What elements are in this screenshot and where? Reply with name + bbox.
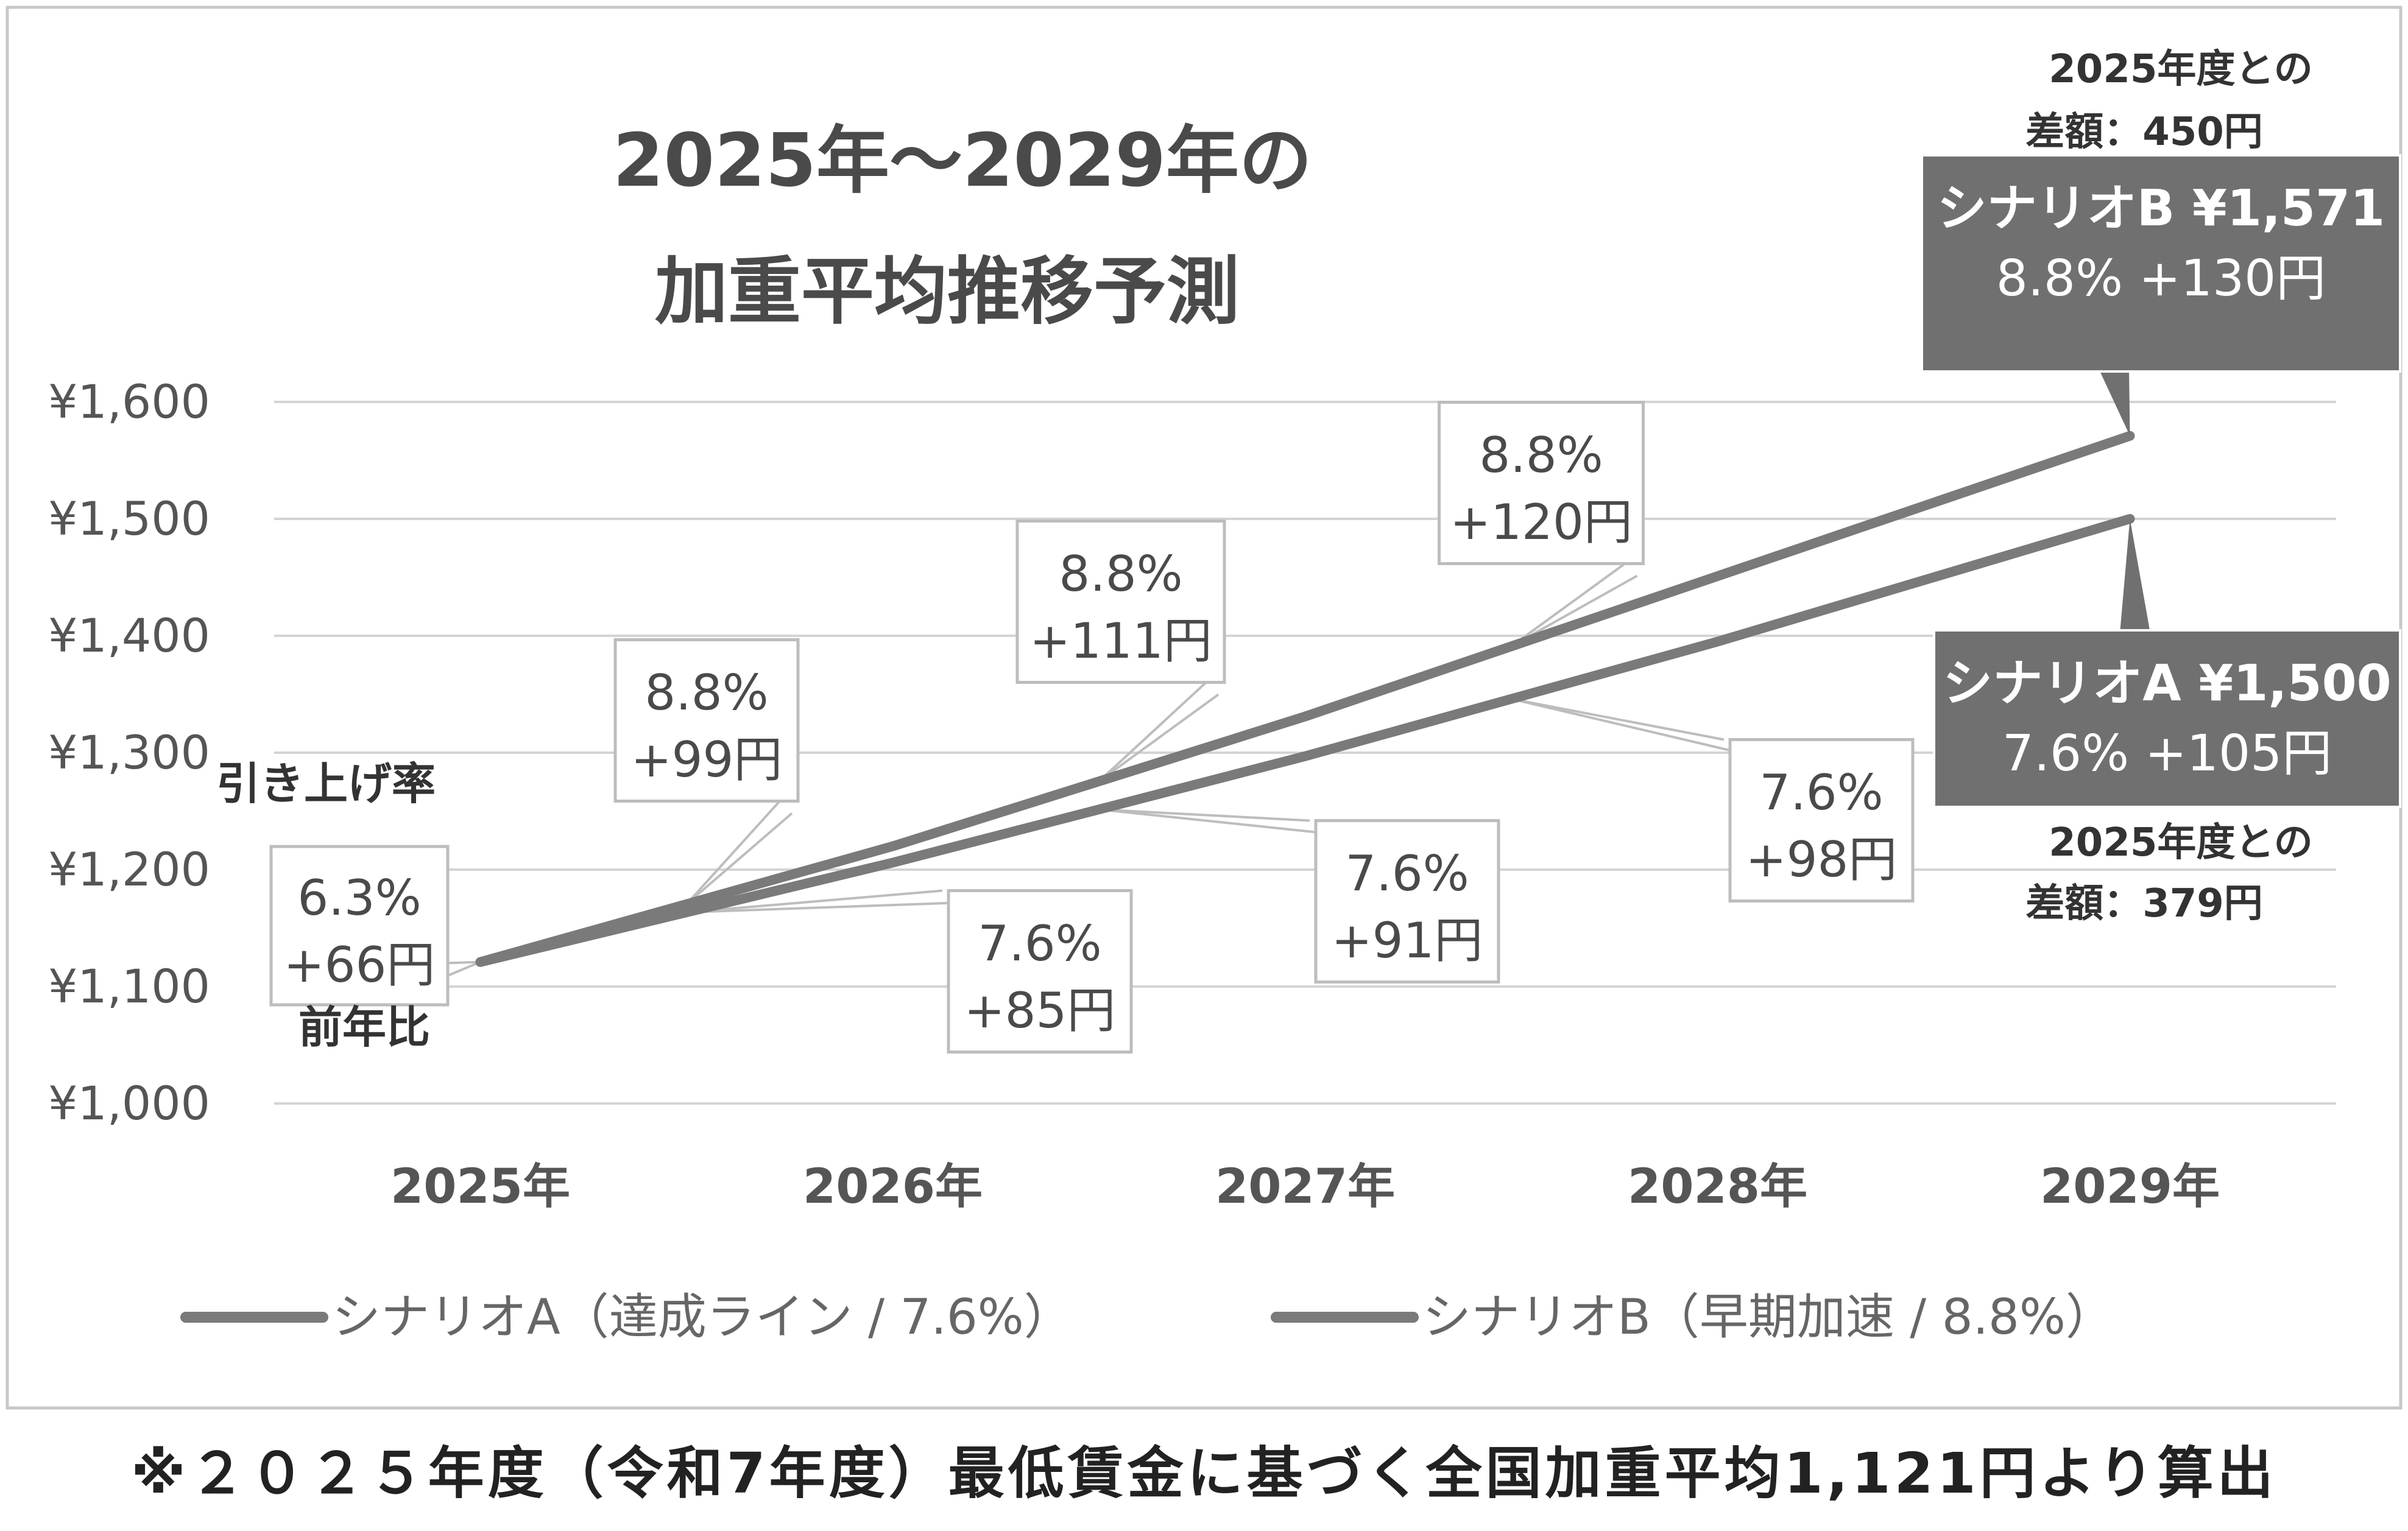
- callout-title: シナリオA ¥1,500: [1943, 655, 2391, 713]
- y-tick-label: ¥1,000: [48, 1076, 210, 1130]
- callout-box: [269, 845, 450, 1007]
- x-axis-ticks: 2025年 2026年 2027年 2028年 2029年: [390, 1160, 2220, 1214]
- callout-scenario-b-end: シナリオB ¥1,571 8.8% +130円: [1921, 154, 2401, 436]
- yoy-label: 前年比: [298, 1002, 430, 1053]
- callout-scenario-b: 8.8% +111円: [1015, 519, 1226, 684]
- callout-box: [947, 889, 1133, 1054]
- x-tick-label: 2025年: [390, 1160, 570, 1214]
- callout-amount: +99円: [631, 731, 783, 788]
- callout-box: [1314, 819, 1500, 984]
- callout-rate: 6.3%: [297, 870, 421, 926]
- callout-amount: +120円: [1450, 494, 1633, 551]
- callout-rate: 8.8%: [1479, 427, 1603, 484]
- callout-rate: 8.8%: [1059, 546, 1182, 602]
- callout-start: 6.3% +66円: [269, 845, 450, 1007]
- callout-detail: 7.6% +105円: [2002, 725, 2332, 783]
- legend-label: シナリオB（早期加速 / 8.8%）: [1422, 1289, 2114, 1345]
- data-point: [888, 858, 897, 867]
- y-tick-label: ¥1,300: [48, 725, 210, 780]
- y-tick-label: ¥1,400: [48, 608, 210, 663]
- data-point: [476, 957, 485, 966]
- callout-scenario-a-end: シナリオA ¥1,500 7.6% +105円: [1933, 519, 2401, 808]
- callout-box: [1015, 519, 1226, 684]
- data-point: [1713, 572, 1722, 581]
- callout-rate: 7.6%: [1345, 845, 1469, 902]
- data-point: [888, 842, 897, 851]
- callout-scenario-a: 7.6% +91円: [1314, 819, 1500, 984]
- callout-pointer: [2099, 368, 2130, 436]
- y-tick-label: ¥1,100: [48, 959, 210, 1013]
- chart-title: 2025年〜2029年の: [613, 119, 1312, 203]
- y-axis-ticks: ¥1,000 ¥1,100 ¥1,200 ¥1,300 ¥1,400 ¥1,500 ¥1,6…: [48, 375, 210, 1130]
- diff-value-b: 差額：450円: [2025, 110, 2263, 155]
- diff-label-b: 2025年度との: [2049, 47, 2313, 92]
- y-tick-label: ¥1,200: [48, 842, 210, 896]
- callout-amount: +111円: [1029, 613, 1212, 669]
- x-tick-label: 2029年: [2040, 1160, 2220, 1214]
- callout-scenario-a: 7.6% +98円: [1728, 738, 1915, 903]
- callout-amount: +98円: [1746, 831, 1898, 888]
- callout-pointer: [2120, 519, 2150, 633]
- data-point: [1301, 712, 1310, 721]
- callout-detail: 8.8% +130円: [1996, 250, 2326, 308]
- x-tick-label: 2026年: [803, 1160, 983, 1214]
- callout-rate: 7.6%: [1759, 764, 1883, 821]
- callout-scenario-a: 7.6% +85円: [947, 889, 1133, 1054]
- rate-label: 引き上げ率: [216, 758, 436, 809]
- legend: シナリオA（達成ライン / 7.6%） シナリオB（早期加速 / 8.8%）: [180, 1289, 2114, 1345]
- callout-scenario-b: 8.8% +99円: [613, 638, 800, 803]
- callout-box: [1728, 738, 1915, 903]
- x-tick-label: 2028年: [1628, 1160, 1807, 1214]
- callout-box: [613, 638, 800, 803]
- data-point: [1301, 751, 1310, 761]
- callout-amount: +66円: [284, 937, 436, 993]
- y-tick-label: ¥1,600: [48, 375, 210, 429]
- diff-value-a: 差額：379円: [2025, 881, 2263, 926]
- callout-scenario-b: 8.8% +120円: [1438, 401, 1645, 565]
- diff-label-a: 2025年度との: [2049, 820, 2313, 865]
- callout-title: シナリオB ¥1,571: [1937, 180, 2385, 238]
- callout-rate: 7.6%: [978, 915, 1101, 972]
- callout-box: [1438, 401, 1645, 565]
- callout-amount: +85円: [964, 982, 1116, 1039]
- grid-lines: [274, 401, 2336, 1105]
- callout-box: [1921, 154, 2401, 373]
- callout-rate: 8.8%: [644, 664, 768, 721]
- footnote: ※２０２５年度（令和7年度）最低賃金に基づく全国加重平均1,121円より算出: [131, 1441, 2277, 1506]
- legend-label: シナリオA（達成ライン / 7.6%）: [332, 1289, 1073, 1345]
- data-point: [1713, 637, 1722, 646]
- callout-amount: +91円: [1332, 912, 1483, 969]
- callout-box: [1933, 629, 2401, 808]
- y-tick-label: ¥1,500: [48, 491, 210, 546]
- chart: 2025年〜2029年の 加重平均推移予測 ¥1,000 ¥1,100 ¥1,200…: [5, 5, 2403, 1410]
- chart-subtitle: 加重平均推移予測: [655, 250, 1240, 334]
- x-tick-label: 2027年: [1215, 1160, 1395, 1214]
- series-lines: [475, 431, 2135, 967]
